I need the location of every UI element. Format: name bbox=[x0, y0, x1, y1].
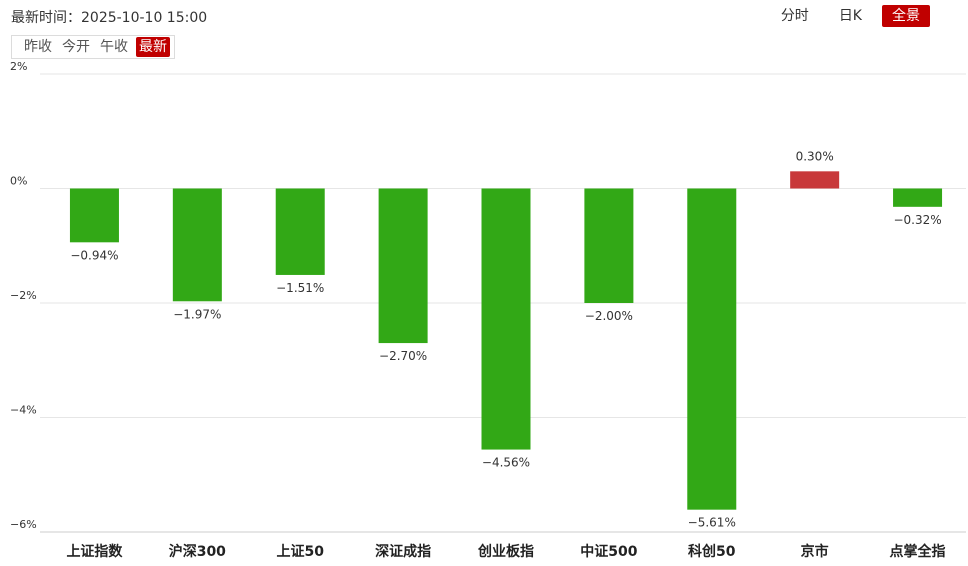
bar-value-label: −1.97% bbox=[173, 307, 221, 321]
base-tab-prev-close[interactable]: 昨收 bbox=[24, 39, 52, 55]
tab-intraday[interactable]: 分时 bbox=[780, 8, 809, 24]
timestamp-value: 2025-10-10 15:00 bbox=[81, 10, 208, 26]
category-label: 上证50 bbox=[276, 544, 324, 560]
bar-value-label: 0.30% bbox=[796, 149, 834, 163]
bar-value-label: −1.51% bbox=[276, 281, 324, 295]
bars bbox=[69, 171, 943, 510]
bar-value-label: −4.56% bbox=[482, 456, 530, 470]
data-labels: −0.94% −1.97% −1.51% −2.70% −4.56% −2.00% −5.6… bbox=[70, 149, 941, 529]
bar[interactable] bbox=[378, 188, 428, 344]
bar[interactable] bbox=[481, 188, 531, 450]
y-tick-label: −4% bbox=[10, 404, 37, 417]
category-label: 沪深300 bbox=[169, 543, 226, 560]
category-label: 创业板指 bbox=[477, 543, 534, 560]
x-axis-categories: 上证指数 沪深300 上证50 深证成指 创业板指 中证500 科创50 京市 点掌全指 bbox=[66, 543, 945, 560]
bar[interactable] bbox=[790, 171, 840, 189]
bar[interactable] bbox=[69, 188, 119, 243]
category-label: 中证500 bbox=[580, 543, 637, 560]
bar-value-label: −2.70% bbox=[379, 349, 427, 363]
bar[interactable] bbox=[172, 188, 222, 302]
bar[interactable] bbox=[275, 188, 325, 275]
bar-value-label: −0.94% bbox=[70, 248, 118, 262]
tab-daily-k[interactable]: 日K bbox=[838, 8, 862, 24]
view-tabs: 分时 日K 全景 bbox=[771, 5, 930, 27]
base-tab-latest[interactable]: 最新 bbox=[136, 37, 170, 57]
category-label: 点掌全指 bbox=[890, 543, 946, 560]
y-tick-label: 0% bbox=[10, 175, 27, 188]
bar[interactable] bbox=[584, 188, 634, 304]
bar[interactable] bbox=[687, 188, 737, 510]
y-tick-label: 2% bbox=[10, 60, 27, 73]
y-axis-ticks: 2% 0% −2% −4% −6% bbox=[10, 60, 37, 531]
base-tab-today-open[interactable]: 今开 bbox=[62, 39, 90, 55]
bar[interactable] bbox=[893, 188, 943, 207]
category-label: 深证成指 bbox=[375, 543, 431, 560]
index-change-bar-chart: 2% 0% −2% −4% −6% −0.94% −1.97% −1.51% −2.70% −4… bbox=[10, 60, 966, 560]
bar-value-label: −2.00% bbox=[585, 309, 633, 323]
base-selector: 昨收 今开 午收 最新 bbox=[11, 35, 175, 59]
top-bar: 最新时间：2025-10-10 15:00 分时 日K 全景 bbox=[0, 0, 968, 34]
category-label: 上证指数 bbox=[66, 543, 123, 560]
category-label: 京市 bbox=[801, 543, 829, 560]
y-tick-label: −6% bbox=[10, 518, 37, 531]
timestamp-label: 最新时间： bbox=[11, 10, 81, 26]
base-tab-midday-close[interactable]: 午收 bbox=[100, 39, 128, 55]
last-update-time: 最新时间：2025-10-10 15:00 bbox=[11, 7, 207, 27]
category-label: 科创50 bbox=[688, 543, 736, 560]
tab-panorama[interactable]: 全景 bbox=[882, 5, 930, 27]
y-tick-label: −2% bbox=[10, 289, 37, 302]
bar-value-label: −5.61% bbox=[688, 516, 736, 530]
bar-value-label: −0.32% bbox=[893, 213, 941, 227]
